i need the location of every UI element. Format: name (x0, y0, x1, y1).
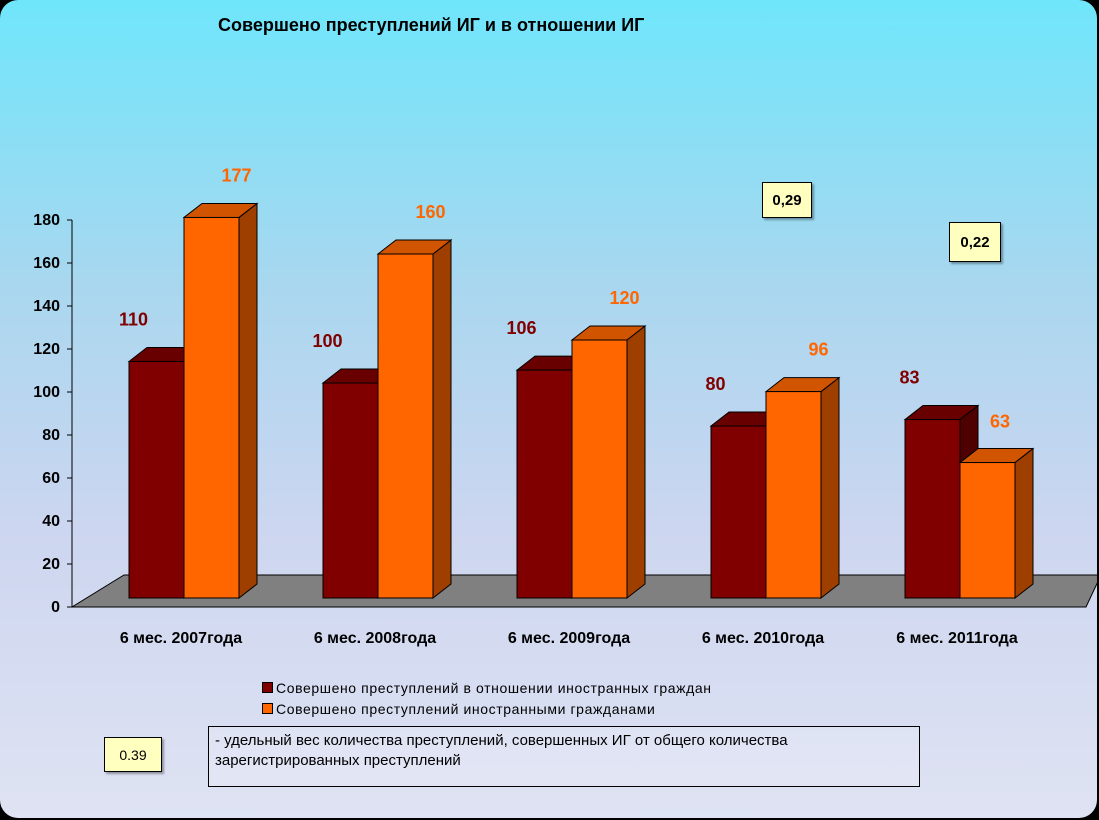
y-tick-label: 0 (51, 599, 60, 616)
data-label-s1-c2: 100 (312, 331, 342, 351)
x-tick-label-c1: 6 мес. 2007года (120, 630, 242, 647)
bar-side-s2-c2 (432, 238, 452, 600)
y-tick-label: 80 (42, 427, 60, 444)
data-label-s2-c4: 96 (808, 340, 828, 360)
legend-label-series-2: Совершено преступлений иностранными граж… (276, 700, 656, 717)
bar-s2-c5 (959, 462, 1016, 599)
x-tick-label-c3: 6 мес. 2009года (508, 630, 630, 647)
y-tick-label: 120 (33, 341, 60, 358)
x-tick-label-c2: 6 мес. 2008года (314, 630, 436, 647)
data-label-s1-c1: 110 (119, 310, 148, 330)
data-label-s2-c3: 120 (609, 288, 639, 308)
bar-side-s2-c4 (820, 376, 840, 600)
ratio-label-2010: 0,29 (762, 182, 812, 218)
data-label-s1-c5: 83 (899, 368, 919, 388)
legend-swatch-series-1 (262, 682, 273, 693)
legend-item-series-1: Совершено преступлений в отношении иност… (262, 677, 712, 698)
data-label-s1-c3: 106 (506, 318, 536, 338)
y-tick-label: 20 (42, 556, 60, 573)
bar-s2-c4 (765, 391, 822, 599)
bar-s2-c3 (571, 339, 628, 599)
bar-s1-c1 (128, 361, 185, 599)
chart-legend: Совершено преступлений в отношении иност… (262, 677, 712, 719)
legend-item-series-2: Совершено преступлений иностранными граж… (262, 698, 712, 719)
bar-side-s2-c3 (626, 324, 646, 600)
data-label-s2-c2: 160 (415, 202, 445, 222)
data-label-s1-c4: 80 (705, 374, 725, 394)
chart-title: Совершено преступлений ИГ и в отношении … (218, 15, 645, 35)
y-tick-label: 40 (42, 513, 60, 530)
ratio-legend-explanation: - удельный вес количества преступлений, … (208, 726, 920, 787)
y-tick-label: 160 (33, 255, 60, 272)
legend-swatch-series-2 (262, 703, 273, 714)
y-tick-label: 60 (42, 470, 60, 487)
legend-label-series-1: Совершено преступлений в отношении иност… (276, 679, 712, 696)
data-label-s2-c1: 177 (221, 165, 251, 185)
data-label-s2-c5: 63 (990, 412, 1010, 432)
ratio-legend-sample: 0.39 (104, 737, 162, 772)
y-tick-label: 100 (33, 384, 60, 401)
bar-s2-c1 (183, 216, 240, 599)
bar-s2-c2 (377, 253, 434, 599)
y-tick-label: 140 (33, 298, 60, 315)
bar-s1-c4 (710, 425, 767, 599)
x-tick-label-c4: 6 мес. 2010года (702, 630, 824, 647)
bar-side-s2-c5 (1014, 447, 1034, 600)
bar-side-s2-c1 (238, 202, 258, 600)
x-tick-label-c5: 6 мес. 2011года (896, 630, 1018, 647)
bar-s1-c2 (322, 382, 379, 599)
bar-s1-c5 (904, 419, 961, 599)
y-tick-label: 180 (33, 212, 60, 229)
bar-s1-c3 (516, 369, 573, 599)
ratio-label-2011: 0,22 (949, 222, 1001, 262)
